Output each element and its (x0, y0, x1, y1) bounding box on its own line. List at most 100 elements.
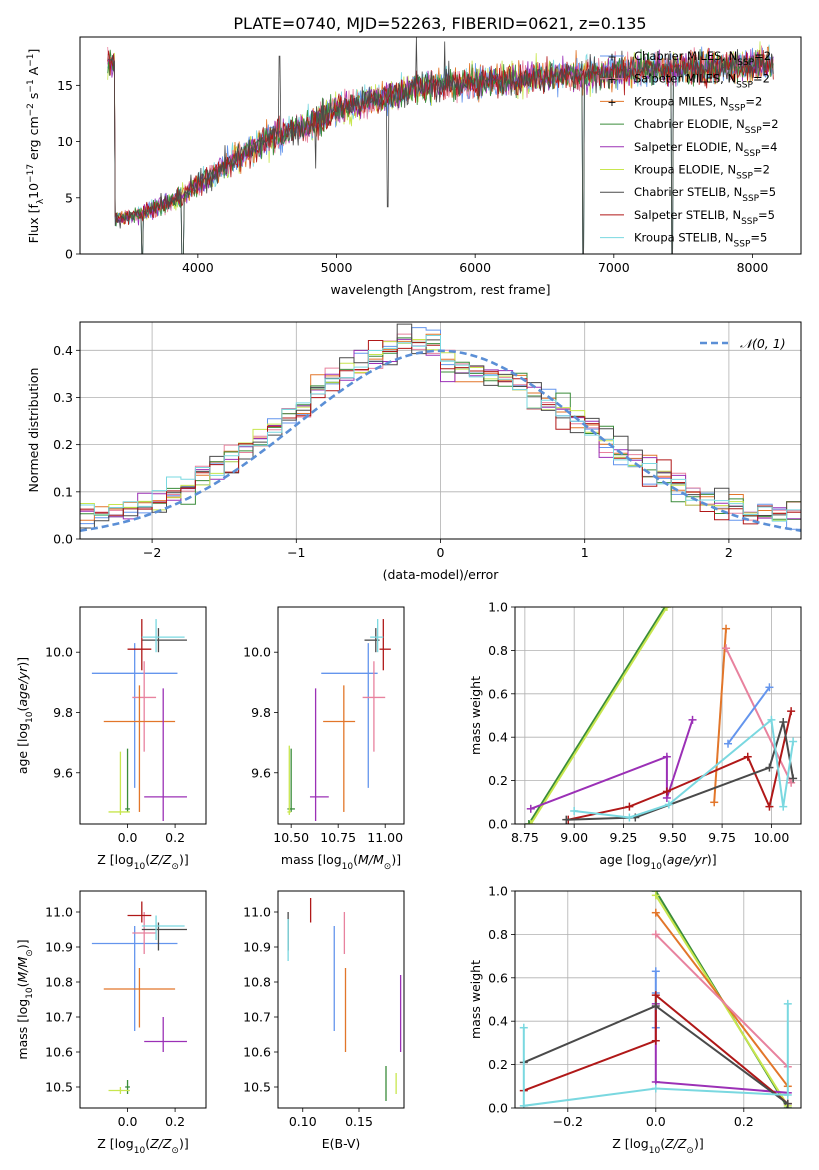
y-tick-label: 10.7 (45, 1010, 73, 1025)
weight-line (523, 993, 789, 1105)
y-tick-label: 0.6 (488, 686, 508, 701)
axes-frame (79, 890, 207, 1109)
legend-label: Kroupa STELIB, NSSP=5 (634, 231, 767, 250)
x-tick-label: 10.75 (320, 830, 356, 845)
legend-label: Kroupa MILES, NSSP=2 (634, 94, 762, 113)
legend-label: Kroupa ELODIE, NSSP=2 (634, 163, 770, 182)
y-tick-label: 10.0 (45, 645, 73, 660)
y-tick-label: 0.0 (488, 1101, 508, 1116)
y-tick-label: 10.6 (45, 1045, 73, 1060)
y-tick-label: 0.0 (488, 817, 508, 832)
x-axis-label: (data-model)/error (383, 567, 500, 582)
weight-line (574, 717, 795, 819)
axes-frame (277, 606, 405, 825)
axes-frame (514, 606, 802, 825)
axes-weight_vs_age: 8.75 9.00 9.25 9.50 9.75 10.00 0.0 0.2 0.4 0.6 0.8… (468, 600, 802, 872)
axes-frame (79, 606, 207, 825)
plot-area-age_vs_Z (91, 619, 187, 821)
axes-frame (277, 890, 405, 1109)
plot-area-residuals (80, 323, 801, 532)
x-tick-label: 10.50 (273, 830, 309, 845)
y-tick-label: 10.7 (243, 1010, 271, 1025)
x-tick-label: 1 (581, 545, 589, 560)
weight-line (529, 607, 668, 824)
y-tick-label: 9.6 (251, 765, 271, 780)
x-tick-label: −2 (143, 545, 161, 560)
y-tick-label: 0.4 (53, 343, 73, 358)
y-tick-label: 0.4 (488, 1014, 508, 1029)
y-tick-label: 10.8 (45, 975, 73, 990)
y-tick-label: 15 (57, 78, 73, 93)
y-tick-label: 0.2 (488, 1057, 508, 1072)
x-tick-label: 6000 (459, 260, 491, 275)
x-tick-label: 9.75 (708, 830, 736, 845)
y-axis-label: mass weight (468, 676, 483, 755)
y-tick-label: 10.0 (243, 645, 271, 660)
weight-line (713, 628, 727, 803)
y-tick-label: 9.8 (251, 705, 271, 720)
x-axis-label: age [log10(age/yr)] (599, 852, 716, 872)
axes-mass_vs_ebv: 0.10 0.15 10.5 10.6 10.7 10.8 10.9 11.0 E(B-V) (243, 890, 405, 1151)
y-tick-label: 5 (65, 190, 73, 205)
x-axis-label: Z [log10(Z/Z⊙)] (97, 1136, 188, 1156)
y-tick-label: 10.5 (45, 1080, 73, 1095)
axes-mass_vs_Z: 0.0 0.2 10.5 10.6 10.7 10.8 10.9 11.0 Z [log10(Z… (15, 890, 207, 1156)
x-tick-label: 9.25 (610, 830, 638, 845)
axes-age_vs_Z: 0.0 0.2 9.6 9.8 10.0 Z [log10(Z/Z⊙)] age [log1… (15, 606, 207, 872)
y-tick-label: 0.1 (53, 484, 73, 499)
x-tick-label: 0.15 (345, 1114, 373, 1129)
y-tick-label: 0.8 (488, 927, 508, 942)
x-axis-label: mass [log10(M/M⊙)] (281, 852, 401, 872)
y-tick-label: 0.2 (488, 773, 508, 788)
y-tick-label: 10.8 (243, 975, 271, 990)
y-tick-label: 0.4 (488, 730, 508, 745)
x-tick-label: 2 (725, 545, 733, 560)
weight-line (655, 933, 789, 1068)
figure-title: PLATE=0740, MJD=52263, FIBERID=0621, z=0… (233, 14, 646, 33)
weight-line (530, 719, 694, 810)
legend-label: Salpeter ELODIE, NSSP=4 (634, 140, 777, 159)
y-tick-label: 9.6 (53, 765, 73, 780)
y-tick-label: 9.8 (53, 705, 73, 720)
weight-line (568, 710, 793, 821)
x-axis-label: Z [log10(Z/Z⊙)] (612, 1136, 703, 1156)
x-axis-label: Z [log10(Z/Z⊙)] (97, 852, 188, 872)
x-tick-label: 0.10 (289, 1114, 317, 1129)
x-tick-label: 7000 (598, 260, 630, 275)
x-tick-label: 4000 (182, 260, 214, 275)
y-axis-label: mass weight (468, 960, 483, 1039)
x-tick-label: 0.0 (118, 830, 138, 845)
x-tick-label: 0 (437, 545, 445, 560)
y-tick-label: 1.0 (488, 600, 508, 615)
x-tick-label: 11.00 (367, 830, 403, 845)
legend-label: Chabrier ELODIE, NSSP=2 (634, 117, 779, 136)
spectrum-line (107, 37, 774, 254)
plot-area-mass_vs_Z (91, 901, 187, 1094)
y-axis-label: Normed distribution (26, 368, 41, 493)
axes-frame (514, 890, 802, 1109)
plot-area-mass_vs_ebv (287, 898, 402, 1101)
axes-frame (79, 36, 802, 255)
legend-label: Salpeter MILES, NSSP=2 (634, 72, 770, 91)
x-tick-label: 5000 (321, 260, 353, 275)
x-tick-label: 0.2 (165, 830, 185, 845)
x-tick-label: 8.75 (511, 830, 539, 845)
legend: + Chabrier MILES, NSSP=2 + Salpeter MILES, … (600, 49, 779, 250)
plot-area-spectrum (107, 37, 774, 254)
spectrum-line (107, 49, 774, 225)
y-tick-label: 10.9 (45, 940, 73, 955)
histogram-step (80, 335, 801, 522)
x-tick-label: 0.2 (734, 1114, 754, 1129)
legend-marker: + (607, 51, 616, 64)
plot-area-weight_vs_Z (519, 891, 792, 1108)
x-tick-label: 10.00 (754, 830, 790, 845)
axes-frame (79, 321, 802, 540)
weight-line (527, 607, 666, 824)
axes-spectrum: 4000 5000 6000 7000 8000 0 5 10 15 wavelength [An… (26, 36, 802, 297)
y-tick-label: 0.3 (53, 390, 73, 405)
plot-area-weight_vs_age (524, 607, 798, 824)
weight-line (727, 686, 771, 745)
y-tick-label: 11.0 (243, 905, 271, 920)
